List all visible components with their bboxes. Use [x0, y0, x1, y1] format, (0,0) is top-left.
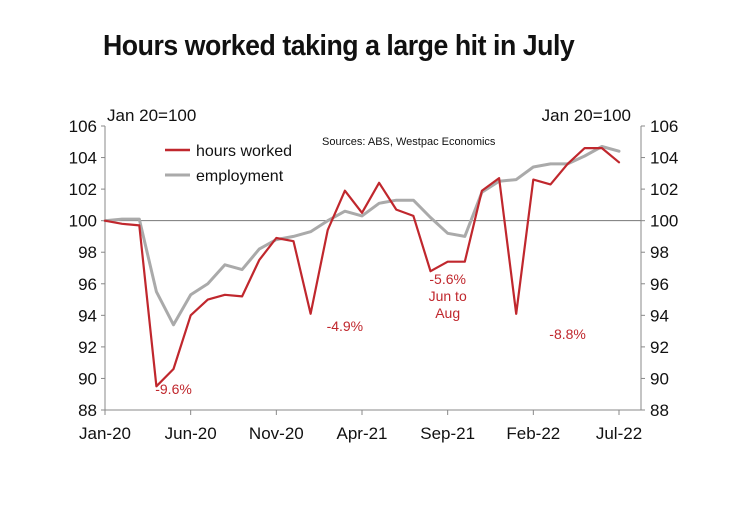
- annotations: -9.6% -4.9% -5.6% Jun to Aug -8.8%: [155, 271, 586, 397]
- series-line-hours-worked: [103, 147, 621, 388]
- right-y-tick-label: 90: [650, 369, 669, 388]
- right-axis-unit-label: Jan 20=100: [542, 106, 631, 125]
- left-y-tick-label: 92: [78, 338, 97, 357]
- right-y-tick-label: 102: [650, 180, 678, 199]
- axes: [104, 126, 642, 411]
- chart-title: Hours worked taking a large hit in July: [103, 30, 575, 62]
- legend-label-hours-worked: hours worked: [196, 143, 292, 160]
- right-y-tick-label: 96: [650, 275, 669, 294]
- x-tick-label: Jan-20: [79, 424, 131, 443]
- annotation-label-4: -8.8%: [549, 326, 586, 342]
- right-y-tick-label: 88: [650, 401, 669, 420]
- left-y-tick-label: 88: [78, 401, 97, 420]
- left-y-tick-label: 100: [69, 212, 97, 231]
- x-tick-label: Jun-20: [165, 424, 217, 443]
- right-y-tick-label: 98: [650, 243, 669, 262]
- annotation-line: Aug: [435, 305, 460, 321]
- x-tick-label: Sep-21: [420, 424, 475, 443]
- right-y-tick-label: 94: [650, 306, 669, 325]
- annotation-line: Jun to: [429, 288, 467, 304]
- right-y-tick-label: 106: [650, 117, 678, 136]
- left-y-tick-label: 96: [78, 275, 97, 294]
- series-line-employment: [103, 145, 621, 327]
- legend: hours worked employment: [165, 143, 292, 185]
- x-tick-label: Nov-20: [249, 424, 304, 443]
- left-y-tick-label: 94: [78, 306, 97, 325]
- x-tick-label: Jul-22: [596, 424, 642, 443]
- annotation-label-2: -4.9%: [327, 318, 364, 334]
- tick-labels: 88 88 90 90 92 92 94 94 96 96 98 98 100 100 102 102 104 1…: [69, 117, 679, 443]
- left-axis-unit-label: Jan 20=100: [107, 106, 196, 125]
- x-tick-label: Apr-21: [336, 424, 387, 443]
- annotation-label-3: -5.6% Jun to Aug: [429, 271, 467, 321]
- left-y-tick-label: 104: [69, 149, 97, 168]
- annotation-line: -5.6%: [429, 271, 466, 287]
- legend-label-employment: employment: [196, 168, 284, 185]
- source-note: Sources: ABS, Westpac Economics: [322, 136, 496, 148]
- right-y-tick-label: 92: [650, 338, 669, 357]
- series-lines: [103, 145, 621, 388]
- right-y-tick-label: 100: [650, 212, 678, 231]
- right-y-tick-label: 104: [650, 149, 678, 168]
- left-y-tick-label: 106: [69, 117, 97, 136]
- annotation-label-1: -9.6%: [155, 381, 192, 397]
- left-y-tick-label: 102: [69, 180, 97, 199]
- left-y-tick-label: 90: [78, 369, 97, 388]
- left-y-tick-label: 98: [78, 243, 97, 262]
- x-tick-label: Feb-22: [506, 424, 560, 443]
